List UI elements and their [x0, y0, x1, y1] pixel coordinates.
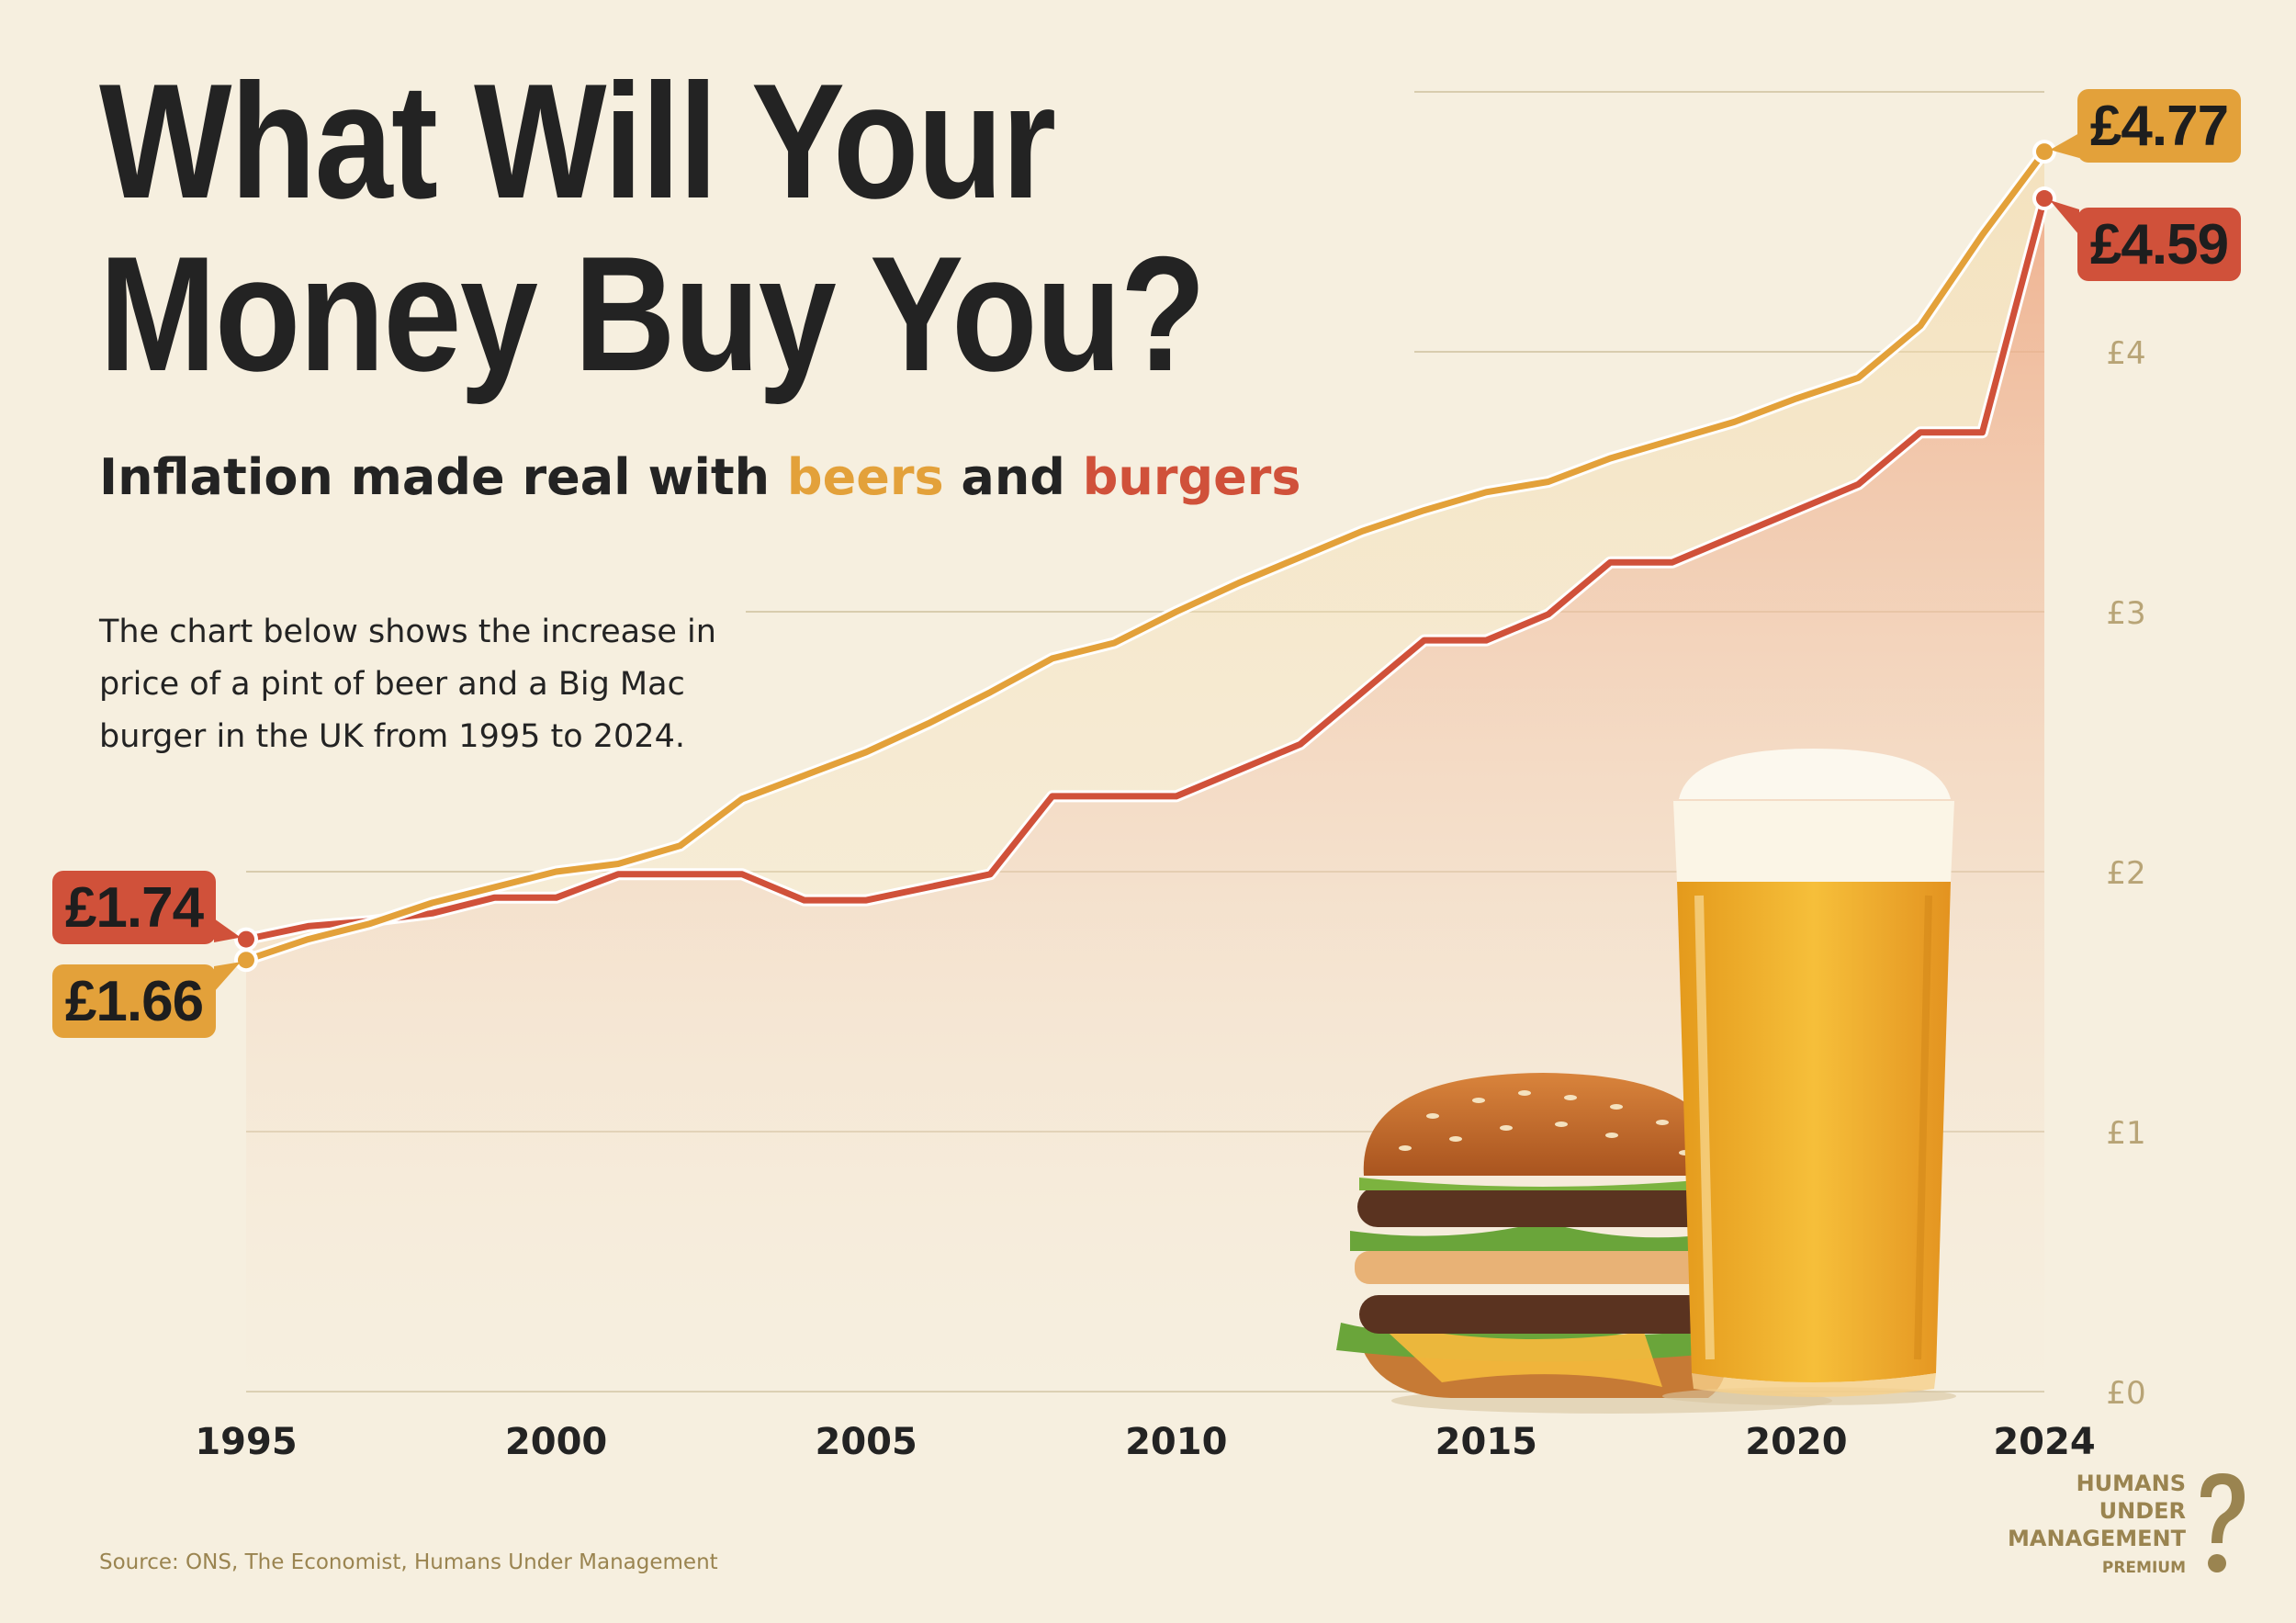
beer-point: [2036, 143, 2053, 161]
burger-end-callout-label: £4.59: [2090, 213, 2228, 276]
page-title: What Will Your Money Buy You?: [99, 55, 1206, 400]
x-tick-label: 2015: [1435, 1421, 1537, 1463]
y-tick-label: £1: [2106, 1115, 2145, 1152]
beer-start-callout-box: [52, 964, 216, 1038]
brand-line-1: HUMANS: [2076, 1471, 2186, 1496]
question-mark-head-icon: [2200, 1473, 2245, 1572]
beer-glass-illustration: [1662, 749, 1956, 1405]
axis-labels: £0 £1 £2 £3 £4 1995 2000 2005 2010 2015 2020 2024: [195, 335, 2145, 1463]
burger-point: [238, 930, 254, 948]
source-note: Source: ONS, The Economist, Humans Under…: [99, 1550, 718, 1574]
subtitle-beers: beers: [786, 448, 944, 506]
chart-description: The chart below shows the increase in pr…: [99, 614, 716, 755]
burger-illustration: [1336, 1073, 1832, 1414]
beer-end-callout-box: [2077, 89, 2241, 163]
burger-start-callout-box: [52, 871, 216, 944]
burger-line: [242, 195, 2048, 943]
x-tick-label: 2010: [1125, 1421, 1227, 1463]
burger-end-callout-pointer: [2050, 200, 2079, 235]
subtitle: Inflation made real with beers and burge…: [99, 448, 1301, 506]
y-tick-label: £3: [2106, 595, 2145, 632]
burger-end-callout: £4.59: [2050, 200, 2241, 281]
burger-start-callout-pointer: [214, 919, 241, 942]
value-callouts: £1.74 £1.66 £4.77 £4.59: [52, 89, 2241, 1038]
burger-start-callout: £1.74: [52, 871, 241, 944]
y-tick-label: £4: [2106, 335, 2145, 372]
subtitle-prefix: Inflation made real with: [99, 448, 787, 506]
x-tick-label: 2000: [505, 1421, 607, 1463]
y-tick-label: £2: [2106, 855, 2145, 892]
series-lines: [234, 140, 2056, 973]
beer-start-callout-pointer: [214, 962, 241, 992]
brand-logo: HUMANS UNDER MANAGEMENT PREMIUM: [1975, 1470, 2186, 1582]
burger-start-callout-label: £1.74: [65, 876, 205, 940]
x-tick-label: 1995: [195, 1421, 297, 1463]
beer-end-callout: £4.77: [2050, 89, 2241, 163]
y-tick-label: £0: [2106, 1375, 2145, 1412]
title-line-2: Money Buy You?: [99, 222, 1206, 405]
brand-line-3: MANAGEMENT: [2008, 1526, 2186, 1551]
x-tick-label: 2005: [816, 1421, 917, 1463]
beer-line: [242, 148, 2048, 964]
beer-start-callout-label: £1.66: [65, 970, 203, 1033]
x-tick-label: 2020: [1745, 1421, 1847, 1463]
x-tick-label: 2024: [1993, 1421, 2095, 1463]
beer-point: [238, 952, 254, 969]
beer-end-callout-label: £4.77: [2090, 95, 2228, 158]
brand-line-2: UNDER: [2099, 1498, 2186, 1524]
subtitle-burgers: burgers: [1082, 448, 1301, 506]
brand-premium: PREMIUM: [2101, 1559, 2186, 1577]
beer-start-callout: £1.66: [52, 962, 241, 1038]
beer-end-callout-pointer: [2050, 133, 2079, 158]
burger-point: [2036, 190, 2053, 208]
burger-end-callout-box: [2077, 208, 2241, 281]
title-line-1: What Will Your: [99, 50, 1056, 232]
subtitle-middle: and: [943, 448, 1083, 506]
